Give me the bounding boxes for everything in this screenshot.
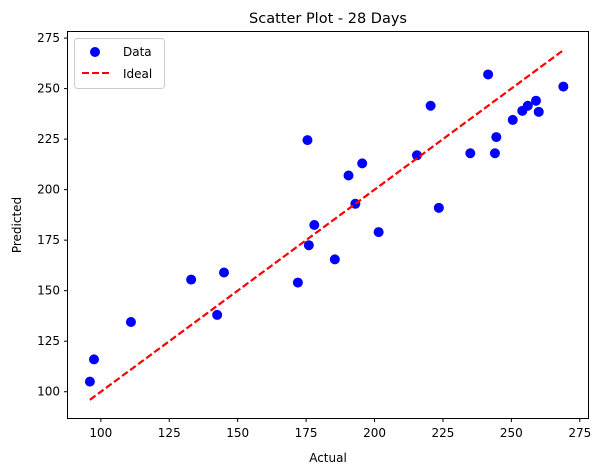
legend-data-marker	[90, 47, 100, 57]
data-point	[531, 95, 541, 106]
x-tick-label: 100	[89, 426, 112, 440]
data-point	[411, 150, 422, 161]
x-tick-label: 200	[363, 426, 386, 440]
y-tick-label: 250	[37, 82, 60, 96]
data-point	[303, 240, 314, 251]
x-tick-label: 150	[226, 426, 249, 440]
x-tick-label: 250	[500, 426, 523, 440]
data-point	[465, 148, 476, 159]
y-tick-label: 100	[37, 385, 60, 399]
legend-ideal-label: Ideal	[123, 67, 152, 81]
data-point	[558, 81, 569, 92]
ideal-line	[89, 49, 565, 401]
legend-data-label: Data	[123, 45, 152, 59]
y-tick-label: 175	[37, 233, 60, 247]
x-axis-title: Actual	[309, 451, 347, 465]
y-tick-label: 225	[37, 132, 60, 146]
data-point	[329, 254, 340, 265]
data-point	[483, 69, 494, 80]
x-tick-label: 125	[158, 426, 181, 440]
data-point	[425, 100, 436, 111]
plot-marks	[84, 49, 569, 401]
chart-title: Scatter Plot - 28 Days	[249, 11, 407, 27]
data-point	[373, 227, 384, 238]
x-axis: 100 125 150 175 200 225 250 275	[89, 418, 591, 440]
x-tick-label: 225	[431, 426, 454, 440]
plot-frame	[67, 31, 589, 419]
data-point	[507, 114, 518, 125]
legend: Data Ideal	[74, 38, 165, 89]
data-point	[343, 170, 354, 181]
y-axis-title: Predicted	[10, 197, 24, 253]
data-point	[433, 202, 444, 213]
data-point	[212, 309, 223, 320]
y-axis: 100 125 150 175 200 225 250 275	[37, 31, 68, 399]
data-point	[89, 354, 99, 365]
y-tick-label: 200	[37, 183, 60, 197]
data-point	[491, 132, 502, 143]
y-tick-label: 125	[37, 334, 60, 348]
y-tick-label: 275	[37, 31, 60, 45]
data-point	[357, 158, 368, 169]
data-point	[302, 135, 313, 146]
data-point	[533, 106, 544, 117]
x-tick-label: 175	[295, 426, 318, 440]
data-point	[489, 148, 500, 159]
data-point	[186, 274, 197, 285]
y-tick-label: 150	[37, 284, 60, 298]
data-point	[522, 100, 533, 111]
data-point	[219, 267, 229, 278]
data-point	[292, 277, 303, 288]
x-tick-label: 275	[568, 426, 591, 440]
data-point	[84, 376, 95, 387]
data-point	[125, 317, 136, 328]
data-point	[309, 220, 320, 230]
